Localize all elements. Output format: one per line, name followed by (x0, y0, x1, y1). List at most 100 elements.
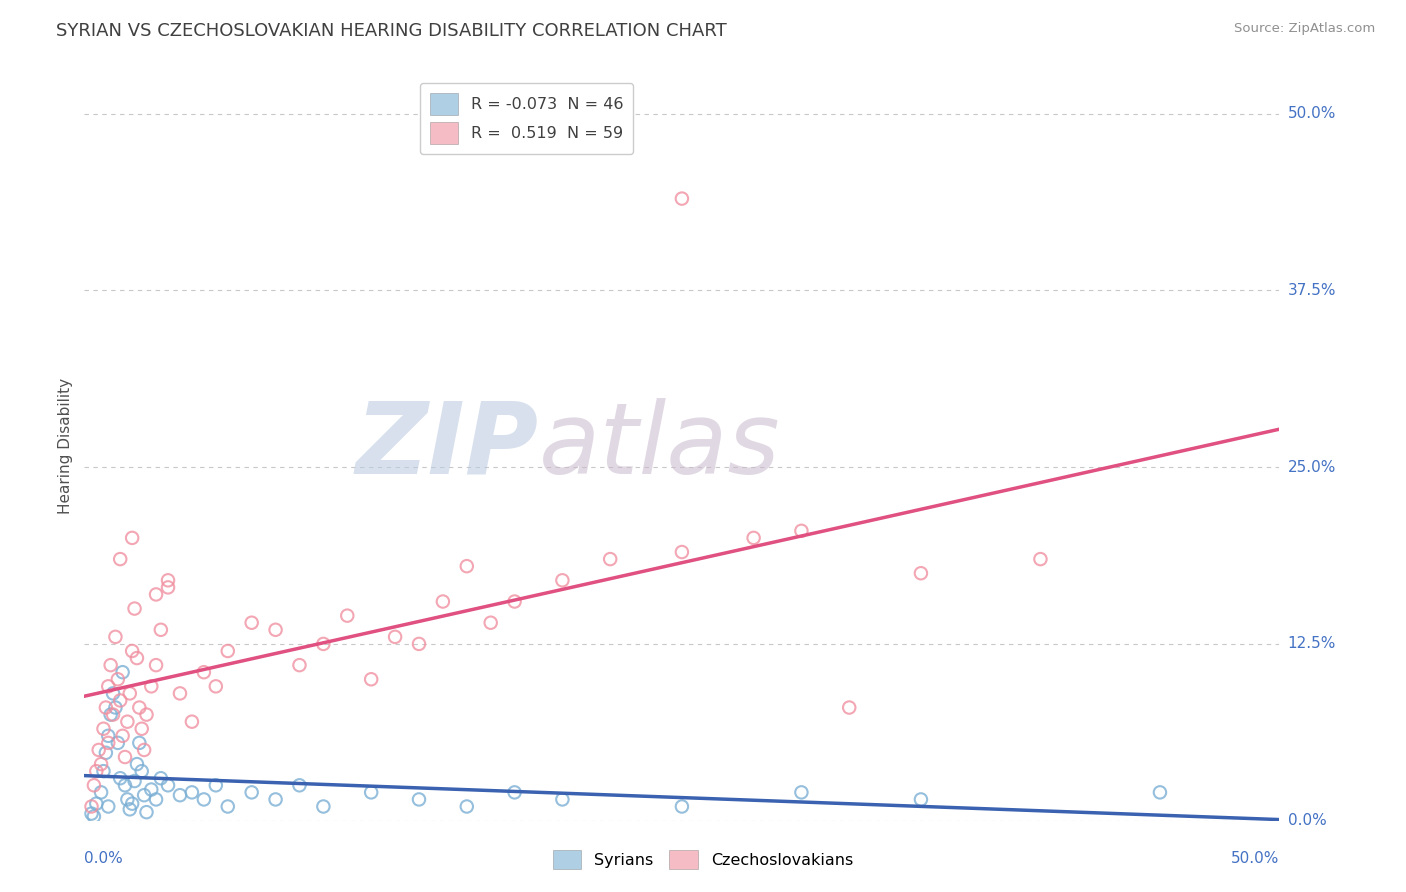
Point (145, 658, 167, 673)
Point (135, 707, 157, 722)
Point (114, 778, 136, 792)
Text: 37.5%: 37.5% (1288, 283, 1336, 298)
Point (90, 757, 112, 772)
Point (104, 700, 127, 714)
Point (360, 673, 382, 687)
Point (742, 531, 765, 545)
Y-axis label: Hearing Disability: Hearing Disability (58, 378, 73, 514)
Point (86, 797, 108, 811)
Point (910, 792, 932, 806)
Point (551, 574, 574, 588)
Text: atlas: atlas (538, 398, 780, 494)
Point (97, 729, 120, 743)
Point (217, 799, 239, 814)
Point (240, 785, 263, 799)
Point (101, 707, 124, 722)
Point (149, 771, 172, 785)
Point (80, 799, 103, 814)
Point (384, 630, 406, 644)
Point (169, 788, 191, 802)
Point (551, 792, 574, 806)
Point (671, 799, 693, 814)
Point (101, 686, 124, 700)
Point (360, 785, 382, 799)
Point (83, 809, 105, 823)
Point (145, 587, 167, 601)
Point (117, 792, 139, 806)
Point (83, 778, 105, 792)
Point (217, 644, 239, 658)
Point (125, 757, 148, 772)
Point (790, 524, 813, 538)
Point (128, 700, 150, 714)
Point (110, 693, 132, 707)
Point (124, 774, 146, 789)
Point (157, 580, 180, 594)
Point (125, 651, 148, 665)
Point (1149, 785, 1171, 799)
Point (87, 743, 110, 757)
Point (110, 771, 132, 785)
Text: Source: ZipAtlas.com: Source: ZipAtlas.com (1234, 22, 1375, 36)
Point (90, 785, 112, 799)
Point (312, 799, 335, 814)
Point (93, 722, 115, 736)
Point (205, 778, 228, 792)
Point (131, 764, 153, 779)
Point (503, 785, 526, 799)
Point (132, 743, 156, 757)
Point (288, 658, 311, 673)
Point (110, 552, 132, 566)
Point (94, 746, 117, 760)
Point (193, 665, 215, 680)
Point (181, 785, 204, 799)
Point (100, 707, 122, 722)
Point (288, 778, 311, 792)
Point (157, 778, 180, 792)
Point (141, 782, 163, 797)
Point (94, 700, 117, 714)
Point (80, 806, 103, 821)
Point (599, 552, 621, 566)
Point (838, 700, 860, 714)
Text: 25.0%: 25.0% (1288, 459, 1336, 475)
Point (1029, 552, 1052, 566)
Point (111, 665, 134, 680)
Text: 0.0%: 0.0% (1288, 814, 1326, 828)
Point (114, 750, 136, 764)
Point (107, 736, 129, 750)
Point (124, 601, 146, 615)
Legend: R = -0.073  N = 46, R =  0.519  N = 59: R = -0.073 N = 46, R = 0.519 N = 59 (420, 83, 633, 153)
Text: ZIP: ZIP (356, 398, 538, 494)
Point (671, 545, 693, 559)
Point (118, 686, 141, 700)
Point (205, 679, 228, 693)
Point (86, 764, 108, 779)
Point (910, 566, 932, 581)
Point (264, 623, 287, 637)
Point (149, 623, 172, 637)
Point (121, 797, 143, 811)
Point (104, 630, 127, 644)
Point (240, 615, 263, 630)
Text: SYRIAN VS CZECHOSLOVAKIAN HEARING DISABILITY CORRELATION CHART: SYRIAN VS CZECHOSLOVAKIAN HEARING DISABI… (56, 22, 727, 40)
Point (336, 608, 359, 623)
Point (121, 531, 143, 545)
Point (97, 736, 120, 750)
Point (111, 729, 134, 743)
Point (479, 615, 502, 630)
Point (408, 637, 430, 651)
Point (118, 802, 141, 816)
Point (181, 714, 204, 729)
Point (97, 679, 120, 693)
Point (169, 686, 191, 700)
Point (432, 594, 454, 608)
Point (121, 644, 143, 658)
Point (671, 192, 693, 206)
Point (93, 764, 115, 779)
Text: 50.0%: 50.0% (1288, 106, 1336, 121)
Point (145, 792, 167, 806)
Point (456, 559, 478, 574)
Point (408, 792, 430, 806)
Point (107, 673, 129, 687)
